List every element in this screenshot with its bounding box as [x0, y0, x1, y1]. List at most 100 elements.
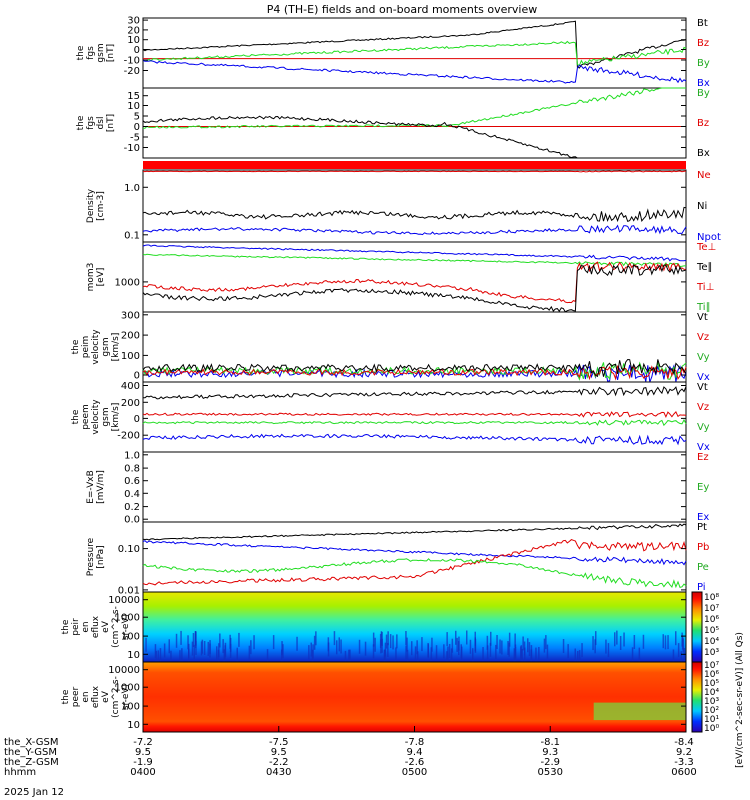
- x-row-label: the_Y-GSM: [4, 747, 57, 758]
- panel-peir: 10000 1000 100 10 the peir en eflux eV (cm^2-s-sr…: [61, 591, 687, 666]
- peir-pixel: [387, 631, 389, 646]
- peir-pixel: [675, 631, 677, 646]
- peir-pixel: [486, 635, 489, 650]
- colorbar-tick-label: 10⁷: [704, 661, 719, 671]
- peir-pixel: [358, 639, 361, 654]
- peir-pixel: [266, 649, 269, 664]
- ne-line: [142, 170, 687, 173]
- x-tick-label: 9.5: [135, 747, 151, 758]
- peir-pixel: [435, 645, 438, 660]
- peir-pixel: [567, 644, 569, 659]
- y-axis-label: the peer en eflux eV (cm^2-s-sr-eV): [61, 676, 131, 718]
- colorbar-tick-label: 10⁴: [704, 637, 719, 647]
- peir-pixel: [490, 631, 492, 646]
- y-axis-label-line: sr-eV): [121, 614, 131, 640]
- y-axis-label-line: [eV]: [96, 268, 106, 287]
- peir-pixel: [229, 643, 232, 658]
- legend-te: Te∥: [696, 262, 713, 273]
- peir-pixel: [631, 647, 634, 662]
- y-axis-label-line: eV: [101, 620, 111, 633]
- y-axis-label-line: eflux: [91, 685, 101, 708]
- y-tick-label: 0.0: [124, 515, 140, 526]
- panel-density: 1.0 0.1 Density [cm-3] Ne Ni Npot: [86, 169, 721, 243]
- y-axis-label: the fgs gsm [nT]: [76, 43, 116, 62]
- peir-pixel: [417, 651, 419, 666]
- peir-pixel: [667, 635, 669, 650]
- peir-pixel: [614, 632, 616, 647]
- y-tick-label: 0.8: [124, 464, 140, 475]
- y-tick-label: 20: [127, 25, 140, 36]
- peir-pixel: [406, 649, 409, 664]
- npot-line: [142, 224, 687, 236]
- peir-pixel: [489, 642, 492, 657]
- peir-pixel: [546, 644, 549, 659]
- peir-pixel: [209, 643, 211, 658]
- y-tick-label: 10: [127, 35, 140, 46]
- peir-pixel: [392, 635, 394, 650]
- peir-pixel: [430, 647, 433, 662]
- peir-pixel: [486, 645, 489, 660]
- y-tick-label: 0.6: [124, 476, 140, 487]
- peir-pixel: [450, 648, 453, 663]
- colorbar-tick-label: 10¹: [704, 715, 719, 725]
- y-axis-label-line: mom3: [86, 263, 96, 292]
- peir-pixel: [414, 646, 417, 661]
- legend-ti: Ti∥: [696, 302, 711, 313]
- peir-pixel: [338, 637, 340, 652]
- peir-pixel: [499, 639, 501, 654]
- x-row-label: hhmm: [4, 767, 36, 778]
- y-axis-label-line: (cm^2-s-: [111, 606, 121, 648]
- peir-pixel: [180, 630, 182, 645]
- peir-pixel: [421, 637, 423, 652]
- peir-pixel: [466, 630, 468, 645]
- x-tick-label: 9.5: [271, 747, 287, 758]
- by-line: [143, 87, 686, 129]
- peir-pixel: [170, 650, 172, 665]
- peir-pixel: [372, 644, 375, 659]
- y-tick-label: 30: [127, 16, 140, 27]
- x-tick-label: -8.4: [674, 737, 694, 748]
- peir-pixel: [495, 644, 497, 659]
- y-tick-label: 0: [134, 414, 140, 425]
- y-axis-label-line: [mV/m]: [96, 470, 106, 504]
- peir-pixel: [513, 648, 516, 663]
- peir-pixel: [188, 643, 190, 658]
- peir-pixel: [581, 643, 583, 658]
- peir-pixel: [642, 634, 645, 649]
- y-axis-label-line: the: [61, 619, 71, 634]
- peir-pixel: [527, 638, 529, 653]
- peir-pixel: [447, 646, 449, 661]
- peir-pixel: [524, 647, 526, 662]
- x-tick-label: -2.6: [405, 757, 425, 768]
- y-axis-label-line: dsl: [96, 117, 106, 130]
- peir-pixel: [217, 649, 220, 664]
- vz-line: [142, 365, 687, 381]
- y-axis-label-line: peem: [81, 404, 91, 430]
- x-tick-label: -7.2: [133, 737, 153, 748]
- peir-pixel: [187, 635, 189, 650]
- colorbar-tick-label: 10²: [704, 706, 719, 716]
- peir-pixel: [530, 645, 533, 660]
- peir-pixel: [224, 642, 227, 657]
- peir-pixel: [163, 643, 166, 658]
- peir-pixel: [508, 642, 510, 657]
- y-tick-label: 1000: [115, 277, 140, 288]
- y-axis-label-line: the: [71, 409, 81, 424]
- y-axis-label-line: sr-eV): [121, 684, 131, 710]
- y-axis-label-line: peir: [71, 618, 81, 636]
- legend-bx: Bx: [697, 148, 710, 159]
- legend-vz: Vz: [697, 332, 709, 343]
- peir-pixel: [272, 635, 275, 650]
- peir-pixel: [181, 648, 183, 663]
- y-tick-label: 100: [121, 632, 140, 643]
- y-axis-label: the fgs dsl [nT]: [76, 114, 116, 132]
- peir-pixel: [396, 634, 398, 649]
- y-tick-label: 0.01: [118, 585, 140, 596]
- legend-te: Te⊥: [696, 242, 716, 253]
- legend-vx: Vx: [697, 372, 710, 383]
- y-axis-label-line: fgs: [86, 46, 96, 60]
- y-axis-label: the peem velocity gsm [km/s]: [71, 399, 121, 435]
- colorbar-tick-label: 10⁰: [704, 724, 719, 734]
